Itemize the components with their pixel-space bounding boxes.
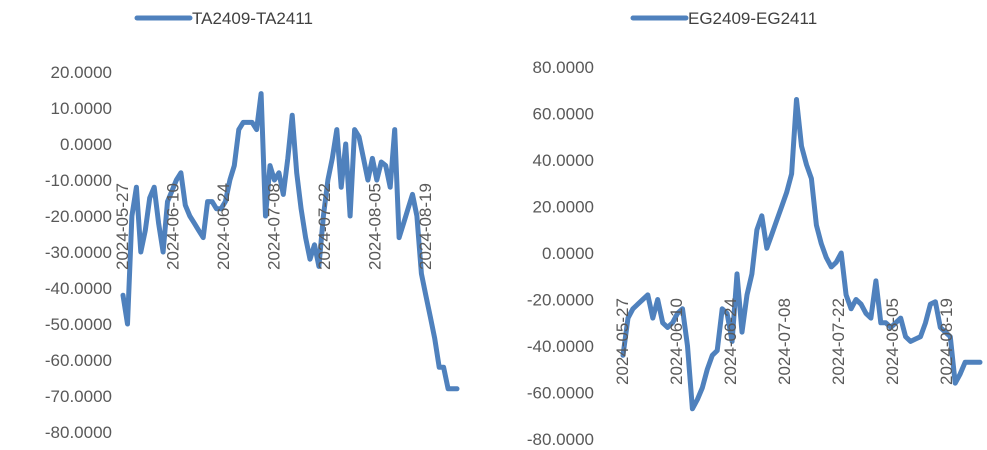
x-tick-label: 2024-08-05 [883, 298, 902, 385]
y-tick-label: 20.0000 [533, 198, 594, 217]
x-tick-label: 2024-05-27 [113, 183, 132, 270]
legend-label: TA2409-TA2411 [192, 9, 313, 28]
x-tick-label: 2024-07-08 [775, 298, 794, 385]
legend-label: EG2409-EG2411 [688, 9, 817, 28]
y-tick-label: -60.0000 [527, 384, 594, 403]
y-tick-label: 0.0000 [542, 244, 594, 263]
series-line [120, 91, 460, 392]
y-tick-label: 10.0000 [51, 99, 112, 118]
y-tick-label: 40.0000 [533, 151, 594, 170]
y-tick-label: -10.0000 [45, 171, 112, 190]
x-tick-label: 2024-06-10 [667, 298, 686, 385]
y-tick-label: 60.0000 [533, 105, 594, 124]
y-tick-label: -40.0000 [45, 279, 112, 298]
y-tick-label: -40.0000 [527, 337, 594, 356]
x-tick-label: 2024-07-08 [265, 183, 284, 270]
y-tick-label: -80.0000 [527, 430, 594, 449]
x-tick-label: 2024-07-22 [829, 298, 848, 385]
y-tick-label: -20.0000 [45, 207, 112, 226]
y-tick-label: -20.0000 [527, 291, 594, 310]
x-tick-label: 2024-06-24 [721, 298, 740, 385]
x-tick-label: 2024-06-10 [164, 183, 183, 270]
x-tick-label: 2024-08-05 [366, 183, 385, 270]
x-tick-label: 2024-05-27 [613, 298, 632, 385]
y-tick-label: -30.0000 [45, 243, 112, 262]
x-tick-label: 2024-06-24 [214, 183, 233, 270]
y-tick-label: 20.0000 [51, 63, 112, 82]
x-tick-label: 2024-08-19 [937, 298, 956, 385]
series-line [620, 97, 983, 412]
y-tick-label: -80.0000 [45, 423, 112, 442]
x-tick-label: 2024-07-22 [315, 183, 334, 270]
y-tick-label: -60.0000 [45, 351, 112, 370]
y-tick-label: -70.0000 [45, 387, 112, 406]
x-tick-label: 2024-08-19 [416, 183, 435, 270]
y-tick-label: -50.0000 [45, 315, 112, 334]
y-tick-label: 0.0000 [60, 135, 112, 154]
y-tick-label: 80.0000 [533, 58, 594, 77]
